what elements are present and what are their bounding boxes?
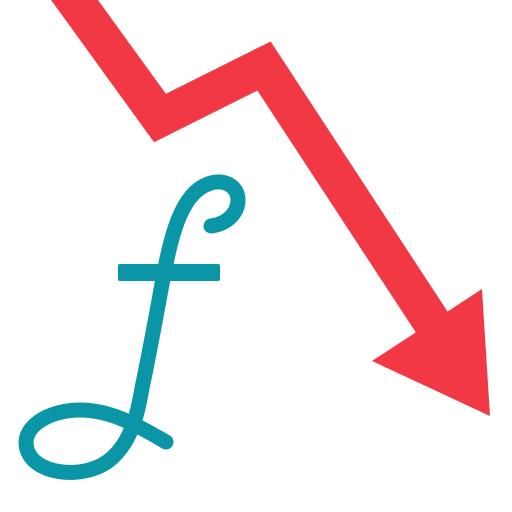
florin-hook-tip xyxy=(206,212,238,232)
florin-crossbar xyxy=(118,264,220,281)
arrow-head xyxy=(372,289,490,416)
downward-trend-arrow-icon xyxy=(51,0,490,416)
arrow-shaft xyxy=(51,0,449,335)
florin-stroke xyxy=(18,174,246,480)
florin-tail-tip xyxy=(146,428,168,442)
florin-sign-icon xyxy=(18,174,246,480)
